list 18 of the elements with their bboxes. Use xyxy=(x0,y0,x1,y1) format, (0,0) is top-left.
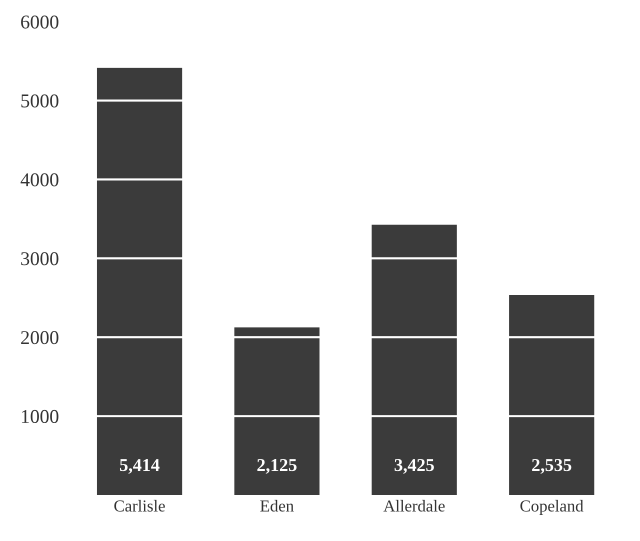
bar xyxy=(509,295,594,496)
data-label: 3,425 xyxy=(394,459,434,474)
x-tick-label: Eden xyxy=(260,500,294,512)
x-tick-label: Copeland xyxy=(520,500,584,515)
y-tick-label: 4000 xyxy=(20,173,58,186)
y-tick-label: 5000 xyxy=(21,94,58,108)
bar xyxy=(372,224,457,496)
bar xyxy=(234,327,320,496)
y-tick-label: 6000 xyxy=(21,15,58,29)
data-label: 2,125 xyxy=(257,459,297,474)
y-tick-label: 2000 xyxy=(21,331,58,344)
x-tick-label: Carlisle xyxy=(114,500,165,512)
y-tick-label: 3000 xyxy=(21,252,58,266)
data-label: 2,535 xyxy=(532,459,572,474)
x-tick-label: Allerdale xyxy=(383,500,445,512)
data-label: 5,414 xyxy=(120,459,160,474)
bar xyxy=(96,68,182,496)
y-tick-label: 1000 xyxy=(22,410,58,424)
